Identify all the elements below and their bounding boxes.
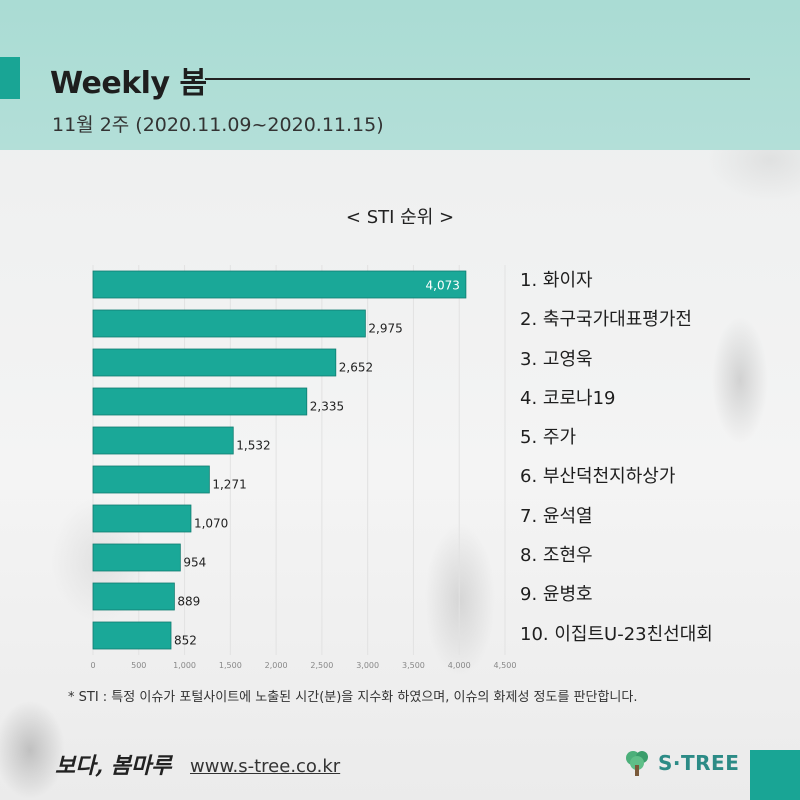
website-link[interactable]: www.s-tree.co.kr [190, 756, 341, 777]
logo-text: S·TREE [658, 751, 740, 775]
page-title: Weekly 봄 [50, 66, 207, 101]
rank-list: 1. 화이자 2. 축구국가대표평가전 3. 고영욱 4. 코로나19 5. 주가 6. … [520, 264, 713, 657]
bar [92, 426, 234, 455]
corner-accent [750, 750, 800, 800]
rank-item: 4. 코로나19 [520, 387, 616, 409]
bar-chart: 0 500 1,000 1,500 2,000 2,500 3,000 3,500 4,000 4… [90, 265, 517, 670]
x-tick-label: 1,500 [219, 661, 242, 670]
x-tick-label: 2,500 [310, 661, 333, 670]
chart-title: < STI 순위 > [345, 207, 455, 228]
bar-value-label: 1,271 [212, 478, 246, 492]
header-accent-tab [0, 57, 20, 99]
x-tick-label: 4,500 [494, 661, 517, 670]
bar [92, 582, 175, 611]
x-tick-label: 3,000 [356, 661, 379, 670]
rank-item: 9. 윤병호 [520, 584, 593, 606]
x-tick-label: 1,000 [173, 661, 196, 670]
bar [92, 348, 337, 377]
bar [92, 270, 467, 299]
bar [92, 309, 366, 338]
bar [92, 387, 308, 416]
bar-value-label: 889 [177, 595, 200, 609]
x-tick-label: 0 [90, 661, 95, 670]
title-rule [205, 78, 750, 80]
rank-item: 1. 화이자 [520, 270, 593, 291]
rank-item: 5. 주가 [520, 427, 577, 449]
rank-item: 3. 고영욱 [520, 348, 593, 370]
bar [92, 621, 172, 650]
bar-value-label: 4,073 [426, 279, 460, 293]
x-tick-label: 500 [131, 661, 146, 670]
rank-item: 10. 이집트U-23친선대회 [520, 623, 713, 645]
rank-item: 6. 부산덕천지하상가 [520, 466, 676, 488]
rank-item: 8. 조현우 [520, 545, 593, 567]
bar-value-label: 2,975 [368, 322, 402, 336]
tree-icon [626, 751, 648, 776]
stree-logo: S·TREE [622, 748, 739, 778]
x-tick-label: 3,500 [402, 661, 425, 670]
bar [92, 543, 181, 572]
rank-item: 7. 윤석열 [520, 505, 593, 527]
brand-signature: 보다, 봄마루 [55, 753, 172, 779]
bar-value-label: 954 [183, 556, 206, 570]
bar-value-label: 1,532 [236, 439, 270, 453]
bar-value-label: 2,652 [339, 361, 373, 375]
header-band [0, 0, 800, 150]
footnote: * STI : 특정 이슈가 포털사이트에 노출된 시간(분)을 지수화 하였으… [68, 690, 638, 705]
x-tick-label: 4,000 [448, 661, 471, 670]
bar-value-label: 2,335 [310, 400, 344, 414]
bar [92, 465, 210, 494]
bar-value-label: 852 [174, 634, 197, 648]
bar-value-label: 1,070 [194, 517, 228, 531]
rank-item: 2. 축구국가대표평가전 [520, 309, 692, 331]
x-tick-label: 2,000 [265, 661, 288, 670]
page-subtitle: 11월 2주 (2020.11.09~2020.11.15) [52, 114, 384, 136]
bar [92, 504, 192, 533]
